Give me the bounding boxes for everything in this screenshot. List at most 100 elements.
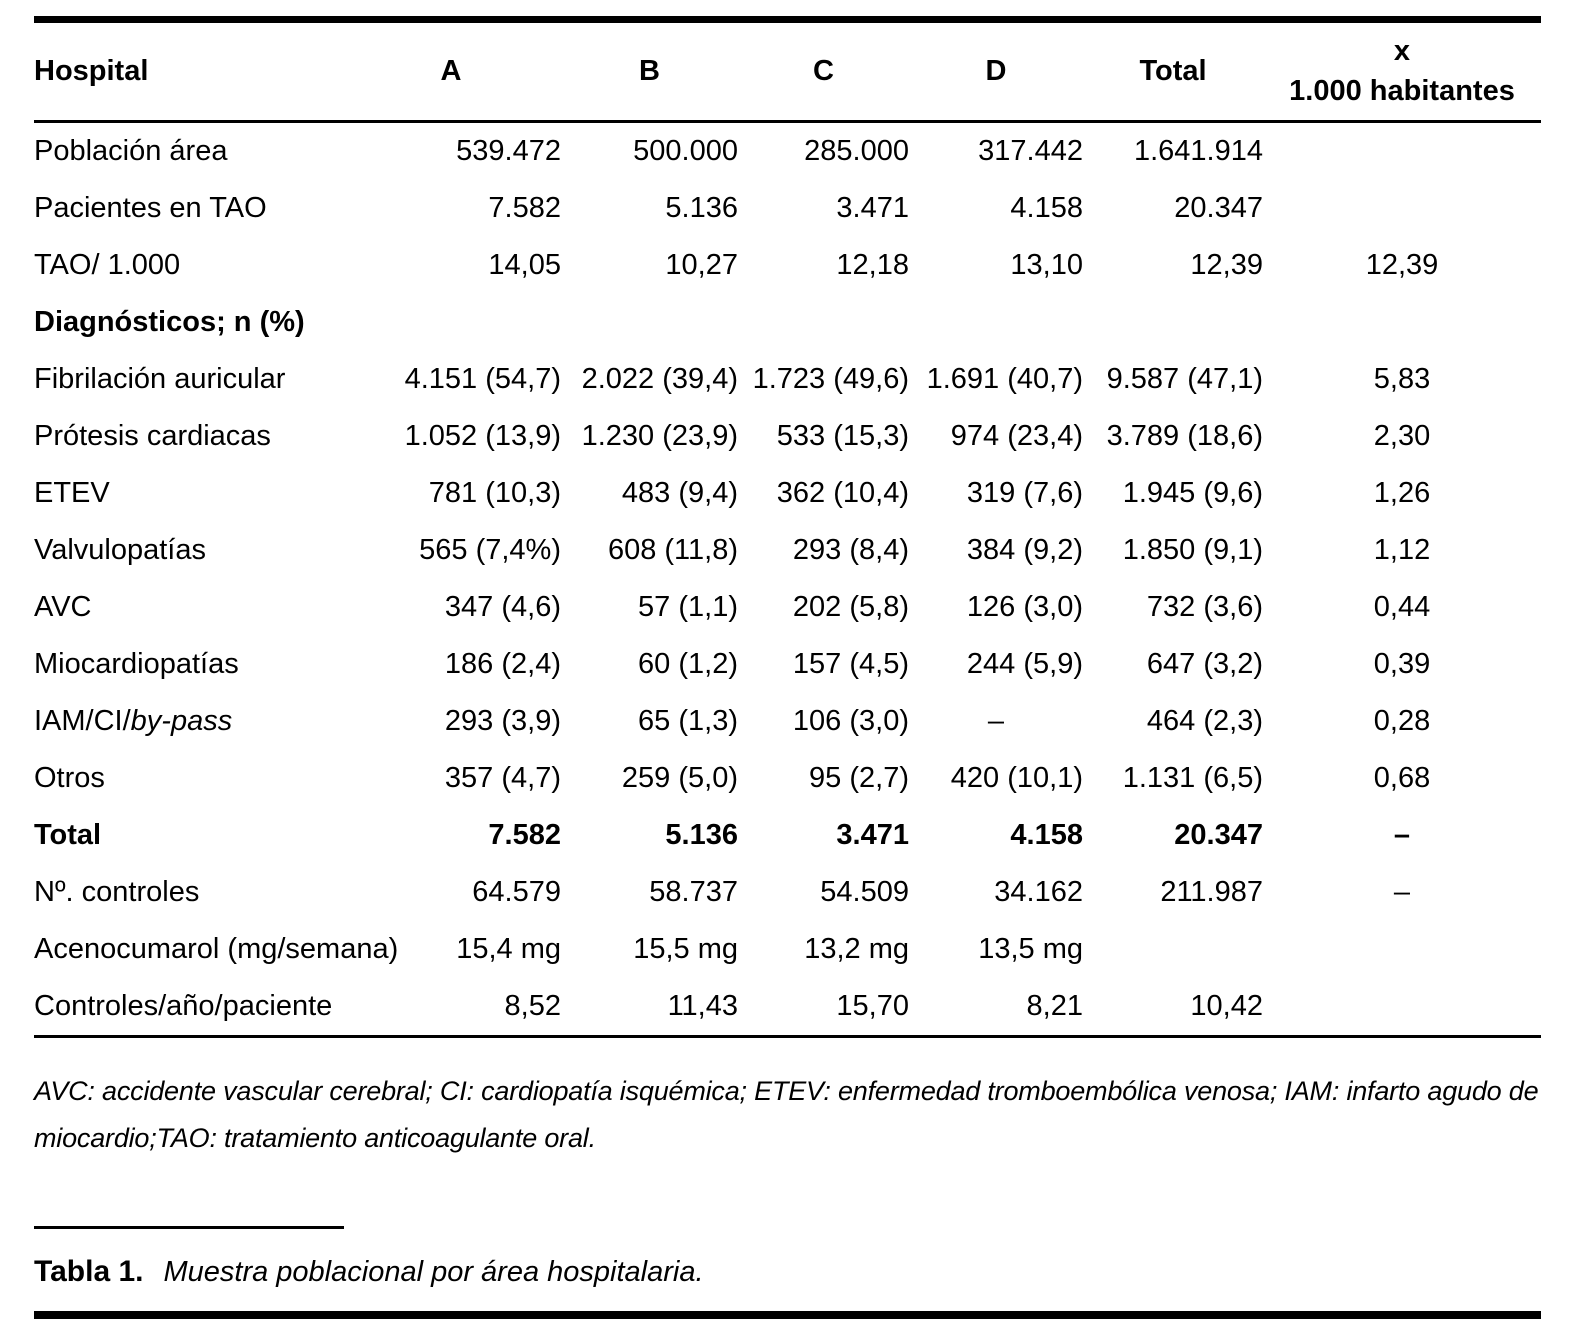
table-row: Otros 357 (4,7) 259 (5,0) 95 (2,7) 420 (10,1…: [34, 750, 1541, 807]
row-label: TAO/ 1.000: [34, 248, 181, 281]
table-cell: [1263, 921, 1541, 978]
table-cell: 54.509: [820, 875, 909, 908]
table-cell: 0,28: [1373, 704, 1431, 737]
header-rule-row: [34, 120, 1541, 123]
table-cell: 319 (7,6): [966, 476, 1083, 509]
table-cell: 3.471: [836, 191, 909, 224]
table-cell: [1263, 123, 1541, 180]
table-cell: [738, 294, 909, 351]
table-cell: 211.987: [1160, 875, 1263, 908]
table-cell: 1.131 (6,5): [1122, 761, 1263, 794]
table-cell: 1.641.914: [1133, 134, 1263, 167]
header-row: Hospital A B C D Total x 1.000 habitante…: [34, 23, 1541, 120]
table-cell: 420 (10,1): [950, 761, 1083, 794]
bottom-rule: [34, 1311, 1541, 1319]
table-row: TAO/ 1.000 14,05 10,27 12,18 13,10 12,39 12,39: [34, 237, 1541, 294]
table-cell: 362 (10,4): [776, 476, 909, 509]
table-cell: 7.582: [488, 191, 561, 224]
table-cell: 259 (5,0): [621, 761, 738, 794]
row-label-italic-text: by-pass: [130, 704, 233, 737]
table-cell: 1.723 (49,6): [752, 362, 909, 395]
table-cell: 1.850 (9,1): [1122, 533, 1263, 566]
table-cell: 7.582: [488, 818, 561, 851]
row-label: Total: [34, 818, 102, 851]
table-cell: 12,18: [836, 248, 909, 281]
table-cell: [1263, 978, 1541, 1035]
table-row: IAM/CI/by-pass 293 (3,9) 65 (1,3) 106 (3,0)…: [34, 693, 1541, 750]
row-label: Controles/año/paciente: [34, 989, 333, 1022]
footnote: AVC: accidente vascular cerebral; CI: ca…: [34, 1068, 1541, 1162]
table-cell: 483 (9,4): [621, 476, 738, 509]
table-row: AVC 347 (4,6) 57 (1,1) 202 (5,8) 126 (3,0) 73…: [34, 579, 1541, 636]
table-cell: 106 (3,0): [792, 704, 909, 737]
table-cell: 1.230 (23,9): [581, 419, 738, 452]
table-cell: 5,83: [1373, 362, 1431, 395]
table-row: Nº. controles 64.579 58.737 54.509 34.162 211…: [34, 864, 1541, 921]
table-bottom-rule: [34, 1035, 1541, 1038]
footnote-line2: miocardio;TAO: tratamiento anticoagulant…: [34, 1123, 596, 1153]
header-rule: [34, 120, 1541, 123]
per-1000-header-line1: x: [1393, 35, 1411, 68]
table-cell: 57 (1,1): [638, 590, 738, 623]
row-label: Valvulopatías: [34, 533, 206, 566]
table-cell: [1083, 294, 1263, 351]
col-header-total: Total: [1139, 54, 1207, 87]
table-cell: 126 (3,0): [966, 590, 1083, 623]
row-label: Fibrilación auricular: [34, 362, 286, 395]
table-cell: 65 (1,3): [638, 704, 738, 737]
table-cell: 357 (4,7): [444, 761, 561, 794]
row-label: Acenocumarol (mg/semana): [34, 932, 399, 965]
col-header-d: D: [985, 54, 1007, 87]
table-cell: 58.737: [649, 875, 738, 908]
table-cell: 4.151 (54,7): [404, 362, 561, 395]
table-cell: [1083, 921, 1263, 978]
row-label: ETEV: [34, 476, 110, 509]
table-cell: 8,52: [504, 989, 561, 1022]
table-cell: 0,44: [1373, 590, 1431, 623]
table-cell: 95 (2,7): [809, 761, 909, 794]
table-cell: 15,4 mg: [456, 932, 561, 965]
table-cell: 10,42: [1190, 989, 1263, 1022]
row-label: Diagnósticos; n (%): [34, 305, 305, 338]
table-cell: 4.158: [1010, 818, 1083, 851]
table-cell: 1.052 (13,9): [404, 419, 561, 452]
table-row: Pacientes en TAO 7.582 5.136 3.471 4.158 20.3…: [34, 180, 1541, 237]
row-label: Población área: [34, 134, 228, 167]
table-cell: 12,39: [1190, 248, 1263, 281]
table-cell: 157 (4,5): [792, 647, 909, 680]
table-cell: 647 (3,2): [1146, 647, 1263, 680]
table-cell: 20.347: [1174, 191, 1263, 224]
table-cell: [561, 294, 738, 351]
table-caption: Tabla 1. Muestra poblacional por área hos…: [34, 1255, 1541, 1289]
table-cell: 285.000: [804, 134, 909, 167]
table-cell: 781 (10,3): [428, 476, 561, 509]
table-cell: 5.136: [665, 191, 738, 224]
table-row: Prótesis cardiacas 1.052 (13,9) 1.230 (23,…: [34, 408, 1541, 465]
table-cell: 1.945 (9,6): [1122, 476, 1263, 509]
table-cell: 12,39: [1365, 248, 1439, 281]
table-cell: –: [1393, 818, 1411, 851]
row-label: IAM/CI/by-pass: [34, 693, 341, 750]
table-cell: [341, 294, 561, 351]
col-header-per-1000-habitantes: x 1.000 habitantes: [1263, 23, 1541, 120]
table-cell: 11,43: [667, 989, 738, 1022]
table-cell: 13,5 mg: [978, 932, 1083, 965]
table-cell: –: [1393, 875, 1411, 908]
table-cell: 10,27: [665, 248, 738, 281]
col-header-c: C: [813, 54, 834, 87]
row-label: Miocardiopatías: [34, 647, 239, 680]
row-label: AVC: [34, 590, 92, 623]
footnote-line1: AVC: accidente vascular cerebral; CI: ca…: [34, 1076, 1539, 1106]
table-row: Fibrilación auricular 4.151 (54,7) 2.022 (…: [34, 351, 1541, 408]
table-cell: 533 (15,3): [776, 419, 909, 452]
table-cell: 186 (2,4): [444, 647, 561, 680]
table-cell: 202 (5,8): [792, 590, 909, 623]
table-cell: 60 (1,2): [638, 647, 738, 680]
table-row: Población área 539.472 500.000 285.000 317.4…: [34, 123, 1541, 180]
table-cell: 500.000: [633, 134, 738, 167]
table-cell: 1,12: [1373, 533, 1431, 566]
col-header-b: B: [639, 54, 660, 87]
table-cell: 464 (2,3): [1146, 704, 1263, 737]
table-row: Miocardiopatías 186 (2,4) 60 (1,2) 157 (4,5…: [34, 636, 1541, 693]
